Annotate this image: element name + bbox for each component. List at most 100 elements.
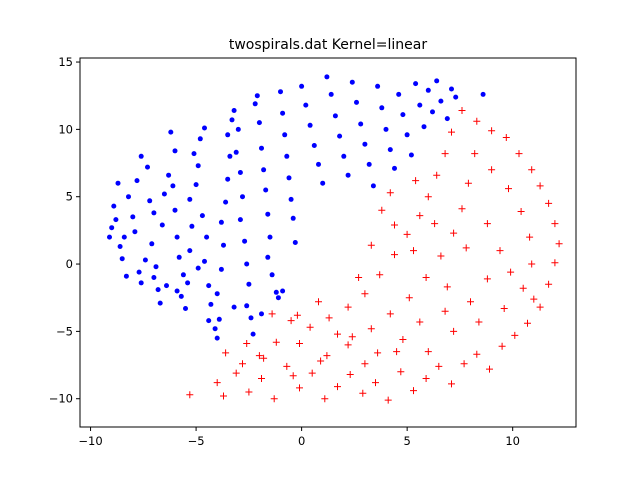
data-point-dot: [214, 335, 220, 341]
data-point-dot: [155, 287, 161, 293]
data-point-dot: [267, 234, 273, 240]
x-tick-label: −10: [78, 434, 102, 448]
data-point-dot: [299, 83, 305, 89]
data-point-dot: [172, 207, 178, 213]
data-point-dot: [185, 280, 191, 286]
data-point-plus: [222, 349, 230, 357]
data-point-dot: [449, 86, 454, 92]
data-point-plus: [488, 127, 496, 135]
data-point-plus: [483, 220, 491, 228]
data-point-dot: [280, 288, 286, 294]
y-tick-label: −5: [56, 324, 73, 338]
data-point-dot: [231, 304, 237, 310]
data-point-plus: [283, 362, 291, 370]
data-point-dot: [115, 180, 121, 186]
data-point-dot: [396, 91, 402, 97]
data-point-dot: [208, 301, 214, 307]
data-point-dot: [375, 83, 381, 89]
data-point-plus: [530, 295, 538, 303]
data-point-plus: [308, 369, 316, 377]
data-point-plus: [260, 354, 268, 362]
data-point-plus: [507, 268, 515, 276]
data-point-plus: [496, 247, 504, 255]
data-point-plus: [239, 360, 246, 368]
data-point-dot: [240, 194, 245, 200]
data-point-dot: [189, 223, 195, 229]
data-point-dot: [218, 266, 224, 272]
data-point-dot: [345, 172, 351, 178]
data-point-dot: [202, 258, 207, 264]
data-point-dot: [284, 153, 290, 159]
data-point-plus: [526, 233, 534, 241]
data-point-dot: [218, 219, 224, 225]
data-point-plus: [374, 349, 382, 357]
data-point-plus: [213, 379, 221, 387]
data-point-dot: [286, 175, 292, 181]
data-point-dot: [263, 187, 269, 193]
data-point-plus: [424, 193, 432, 201]
data-point-dot: [438, 98, 444, 104]
data-point-plus: [334, 330, 341, 338]
data-point-dot: [151, 210, 157, 216]
data-point-dot: [303, 102, 309, 108]
data-point-dot: [254, 93, 260, 99]
data-point-plus: [483, 275, 491, 283]
x-tick-label: −5: [188, 434, 205, 448]
data-point-dot: [168, 129, 174, 135]
data-point-dot: [206, 283, 212, 289]
data-point-plus: [317, 357, 325, 365]
data-point-dot: [113, 217, 119, 223]
data-point-dot: [174, 288, 180, 294]
data-point-dot: [316, 161, 321, 167]
data-point-dot: [273, 289, 279, 295]
data-point-plus: [502, 134, 510, 141]
x-axis: −10 −5 0 5 10: [78, 427, 520, 448]
data-point-dot: [202, 125, 207, 131]
data-point-plus: [348, 333, 356, 341]
data-point-plus: [296, 384, 303, 392]
data-point-dot: [392, 165, 397, 171]
data-point-dot: [244, 261, 250, 267]
data-point-dot: [136, 269, 142, 275]
data-point-dot: [328, 91, 334, 97]
data-point-plus: [367, 241, 375, 249]
data-point-dot: [223, 199, 229, 205]
data-point-dot: [332, 113, 338, 119]
data-point-plus: [245, 388, 253, 396]
data-point-plus: [448, 128, 455, 136]
data-point-dot: [337, 133, 343, 139]
data-point-plus: [462, 244, 470, 252]
data-point-dot: [265, 211, 271, 217]
y-tick-label: 15: [58, 55, 73, 69]
data-point-dot: [275, 295, 281, 301]
data-point-plus: [467, 298, 474, 306]
data-point-dot: [417, 102, 423, 108]
data-point-plus: [435, 362, 443, 370]
data-point-plus: [410, 387, 417, 395]
data-point-dot: [216, 316, 222, 322]
data-point-plus: [460, 360, 468, 368]
data-point-plus: [551, 220, 559, 228]
data-point-dot: [434, 78, 440, 84]
data-point-plus: [344, 303, 352, 311]
data-point-dot: [157, 300, 163, 306]
data-point-dot: [147, 198, 153, 204]
data-point-plus: [424, 348, 432, 356]
data-point-dot: [261, 167, 267, 173]
data-point-dot: [246, 281, 252, 287]
data-point-dot: [164, 283, 169, 289]
data-point-plus: [186, 391, 194, 399]
data-point-dot: [214, 291, 220, 297]
data-point-plus: [473, 350, 481, 358]
data-point-plus: [391, 251, 398, 259]
data-point-dot: [132, 229, 138, 235]
data-point-plus: [372, 379, 379, 387]
data-point-plus: [431, 220, 439, 228]
data-point-plus: [378, 206, 386, 214]
data-point-plus: [545, 280, 553, 288]
y-tick-label: 0: [66, 257, 73, 271]
data-point-dot: [265, 254, 271, 260]
data-point-dot: [288, 196, 294, 202]
data-point-plus: [441, 150, 449, 158]
data-point-plus: [458, 107, 466, 114]
